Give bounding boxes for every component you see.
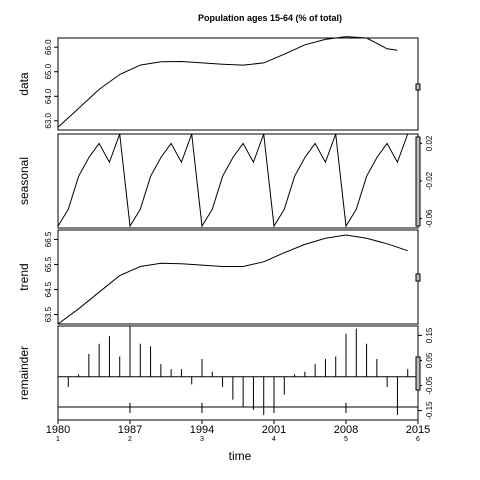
x-sub-tick-label: 4	[272, 436, 276, 443]
panel-data: 63.0 64.0 65.0 66.0 data	[17, 36, 421, 131]
chart-title: Population ages 15-64 (% of total)	[198, 13, 342, 23]
y-tick-label-seasonal: -0.06	[425, 209, 434, 228]
y-tick-label-remainder: 0.15	[425, 327, 434, 343]
x-tick-label: 1994	[190, 424, 214, 436]
x-tick-label: 2008	[334, 424, 358, 436]
x-sub-tick-label: 3	[200, 436, 204, 443]
y-tick-label-data: 65.0	[44, 63, 53, 79]
y-tick-label-trend: 63.5	[44, 306, 53, 322]
panel-label-remainder: remainder	[17, 346, 31, 400]
range-bar-remainder	[415, 356, 421, 391]
trend-series-line	[57, 234, 408, 325]
y-tick-label-remainder: 0.05	[425, 352, 434, 368]
data-series-line	[57, 36, 398, 128]
panel-seasonal: -0.06 -0.02 0.02 seasonal	[17, 133, 434, 229]
panel-frame-seasonal	[57, 133, 419, 229]
panels: 63.0 64.0 65.0 66.0 data -0.06 -0.02 0.02 season…	[17, 36, 434, 421]
x-tick-label: 2015	[406, 424, 430, 436]
y-tick-label-seasonal: -0.02	[425, 171, 434, 190]
x-sub-tick-label: 1	[56, 436, 60, 443]
panel-frame-remainder	[57, 325, 419, 421]
x-axis-label: time	[229, 449, 252, 463]
seasonal-series-line	[57, 133, 409, 228]
panel-label-seasonal: seasonal	[17, 157, 31, 205]
y-tick-label-trend: 64.5	[44, 281, 53, 297]
y-tick-label-data: 66.0	[44, 39, 53, 55]
panel-trend: 63.5 64.5 65.5 66.5 trend	[17, 229, 421, 325]
y-tick-label-trend: 66.5	[44, 231, 53, 247]
x-sub-tick-label: 6	[416, 436, 420, 443]
range-bar-trend	[415, 273, 421, 282]
x-sub-tick-label: 5	[344, 436, 348, 443]
y-tick-label-remainder: -0.15	[425, 401, 434, 420]
panel-remainder: -0.15 -0.05 0.05 0.15 remainder	[17, 325, 434, 421]
y-tick-label-data: 64.0	[44, 88, 53, 104]
cycle-bracket	[57, 403, 419, 413]
x-sub-tick-label: 2	[128, 436, 132, 443]
y-tick-label-trend: 65.5	[44, 256, 53, 272]
panel-label-trend: trend	[17, 263, 31, 290]
range-bar-data	[415, 83, 421, 91]
x-tick-label: 1987	[118, 424, 142, 436]
y-tick-label-data: 63.0	[44, 112, 53, 128]
panel-label-data: data	[17, 72, 31, 96]
y-tick-label-remainder: -0.05	[425, 376, 434, 395]
x-tick-label: 2001	[262, 424, 286, 436]
range-bar-seasonal	[415, 136, 421, 227]
x-tick-label: 1980	[46, 424, 70, 436]
panel-frame-trend	[57, 229, 419, 325]
y-tick-label-seasonal: 0.02	[425, 135, 434, 151]
panel-frame-data	[57, 37, 419, 131]
